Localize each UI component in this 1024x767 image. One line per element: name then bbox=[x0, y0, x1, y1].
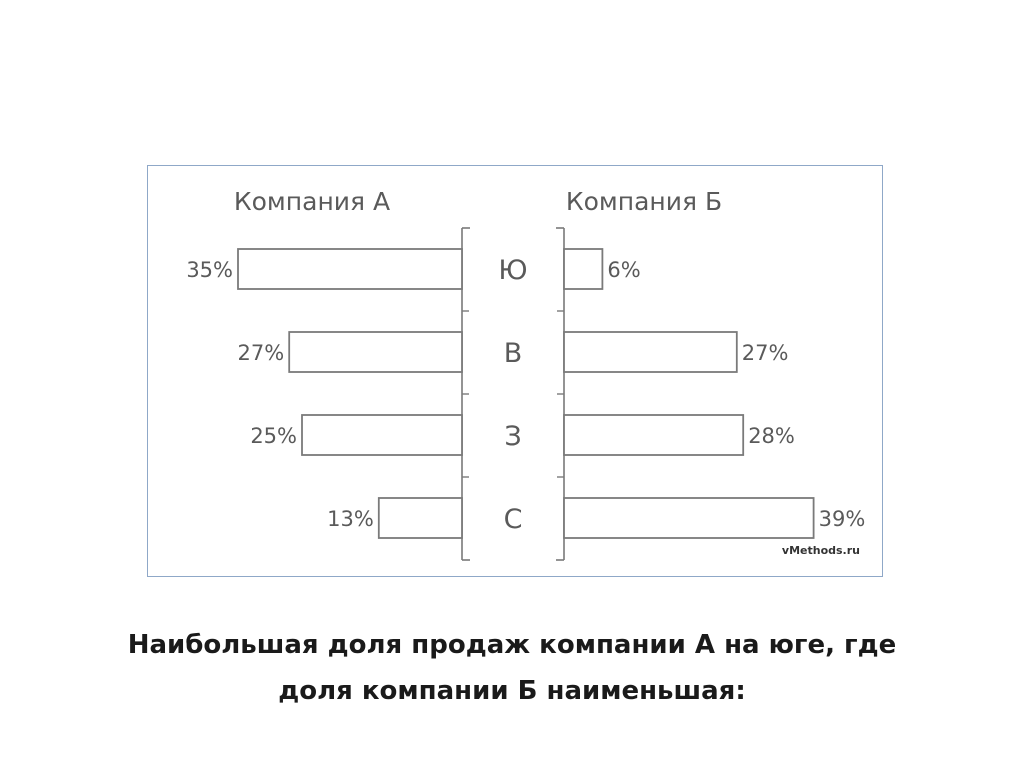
bar-left bbox=[377, 497, 463, 539]
data-label-right: 6% bbox=[607, 258, 640, 282]
bar-left bbox=[288, 331, 463, 373]
bar-right bbox=[563, 331, 738, 373]
category-label: С bbox=[504, 504, 523, 535]
slide-caption: Наибольшая доля продаж компании А на юге… bbox=[0, 622, 1024, 714]
data-label-left: 27% bbox=[238, 341, 285, 365]
data-label-left: 13% bbox=[327, 507, 374, 531]
data-label-right: 27% bbox=[742, 341, 789, 365]
category-label: В bbox=[504, 338, 523, 369]
bar-left bbox=[237, 248, 463, 290]
bar-right bbox=[563, 497, 815, 539]
category-label: З bbox=[504, 421, 521, 452]
butterfly-bar-chart: Компания А Компания Б Ю 35% 6% В 27% 27% З 25% 28%… bbox=[186, 187, 866, 561]
bar-left bbox=[301, 414, 463, 456]
data-label-right: 39% bbox=[819, 507, 866, 531]
caption-line-2: доля компании Б наименьшая: bbox=[278, 676, 746, 706]
series-name-left: Компания А bbox=[234, 187, 390, 216]
data-label-left: 35% bbox=[186, 258, 233, 282]
chart-frame: Компания А Компания Б Ю 35% 6% В 27% 27% З 25% 28%… bbox=[147, 165, 883, 577]
watermark-text: vMethods.ru bbox=[782, 544, 860, 557]
data-label-left: 25% bbox=[250, 424, 297, 448]
series-name-right: Компания Б bbox=[566, 187, 722, 216]
data-label-right: 28% bbox=[748, 424, 795, 448]
caption-line-1: Наибольшая доля продаж компании А на юге… bbox=[127, 630, 897, 660]
bar-right bbox=[563, 248, 604, 290]
category-label: Ю bbox=[498, 255, 527, 286]
bar-right bbox=[563, 414, 745, 456]
